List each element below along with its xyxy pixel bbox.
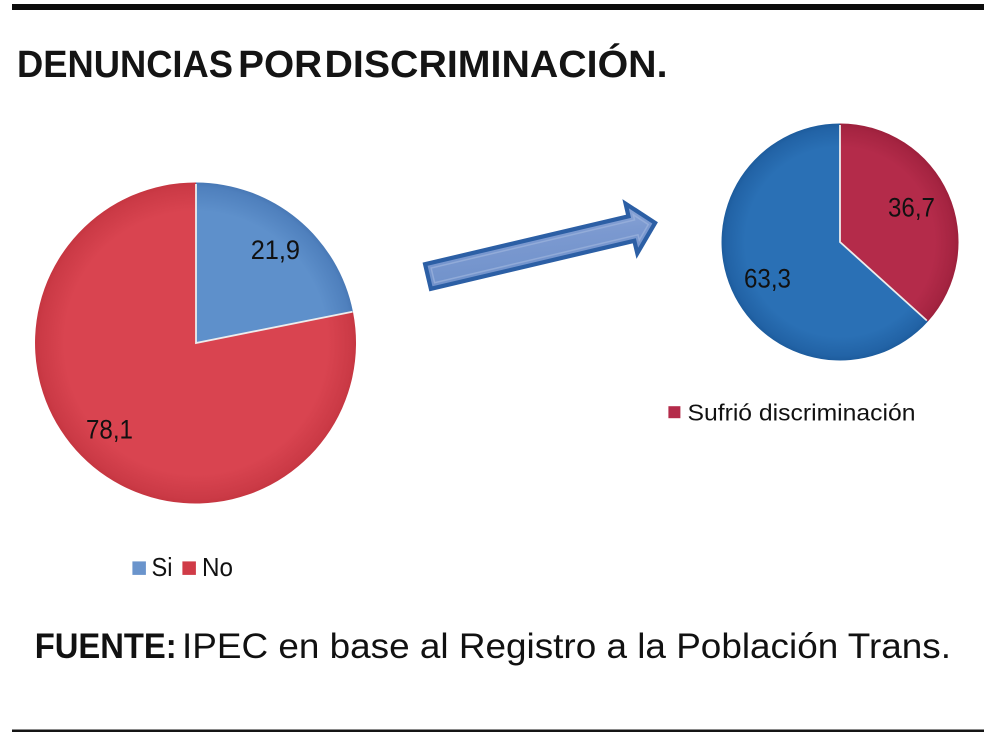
svg-text:FUENTE:: FUENTE: (35, 627, 177, 666)
svg-text:63,3: 63,3 (744, 263, 791, 293)
svg-text:DENUNCIAS: DENUNCIAS (17, 44, 233, 86)
svg-text:POR: POR (238, 44, 322, 86)
svg-text:21,9: 21,9 (251, 235, 300, 265)
svg-text:Si: Si (152, 552, 173, 582)
svg-text:Sufrió discriminación: Sufrió discriminación (688, 400, 916, 426)
svg-text:36,7: 36,7 (888, 192, 935, 222)
svg-text:78,1: 78,1 (86, 414, 133, 444)
svg-text:DISCRIMINACIÓN.: DISCRIMINACIÓN. (325, 42, 668, 86)
svg-text:IPEC en base al Registro a la: IPEC en base al Registro a la Población … (182, 627, 951, 666)
svg-text:No: No (202, 552, 233, 582)
